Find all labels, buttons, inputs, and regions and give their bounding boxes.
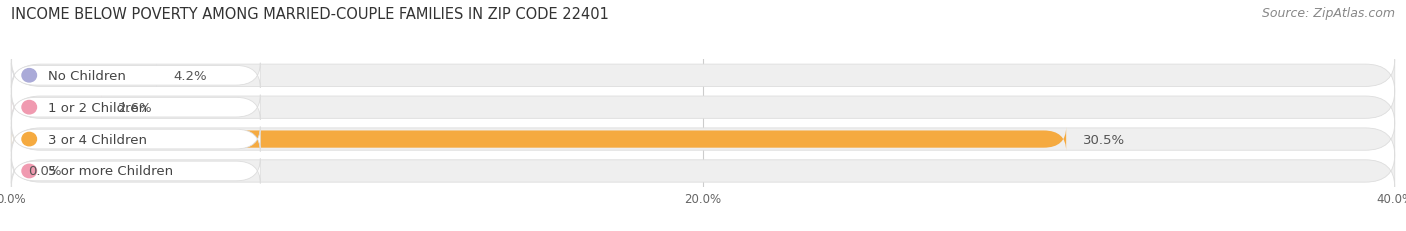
FancyBboxPatch shape [11,92,1395,124]
FancyBboxPatch shape [11,96,101,120]
Circle shape [22,69,37,83]
FancyBboxPatch shape [11,64,156,88]
FancyBboxPatch shape [11,159,260,184]
Text: 5 or more Children: 5 or more Children [48,165,173,178]
Text: 1 or 2 Children: 1 or 2 Children [48,101,146,114]
FancyBboxPatch shape [11,64,260,88]
Text: INCOME BELOW POVERTY AMONG MARRIED-COUPLE FAMILIES IN ZIP CODE 22401: INCOME BELOW POVERTY AMONG MARRIED-COUPL… [11,7,609,22]
Text: 4.2%: 4.2% [174,70,208,82]
Circle shape [22,164,37,178]
Text: Source: ZipAtlas.com: Source: ZipAtlas.com [1261,7,1395,20]
FancyBboxPatch shape [11,128,1066,152]
FancyBboxPatch shape [11,155,1395,187]
FancyBboxPatch shape [11,60,1395,92]
Text: 30.5%: 30.5% [1084,133,1126,146]
Text: 0.0%: 0.0% [28,165,62,178]
Text: 2.6%: 2.6% [118,101,152,114]
Text: No Children: No Children [48,70,125,82]
FancyBboxPatch shape [11,95,260,120]
Circle shape [22,101,37,114]
FancyBboxPatch shape [11,124,1395,155]
FancyBboxPatch shape [11,127,260,152]
Circle shape [22,133,37,146]
Text: 3 or 4 Children: 3 or 4 Children [48,133,146,146]
